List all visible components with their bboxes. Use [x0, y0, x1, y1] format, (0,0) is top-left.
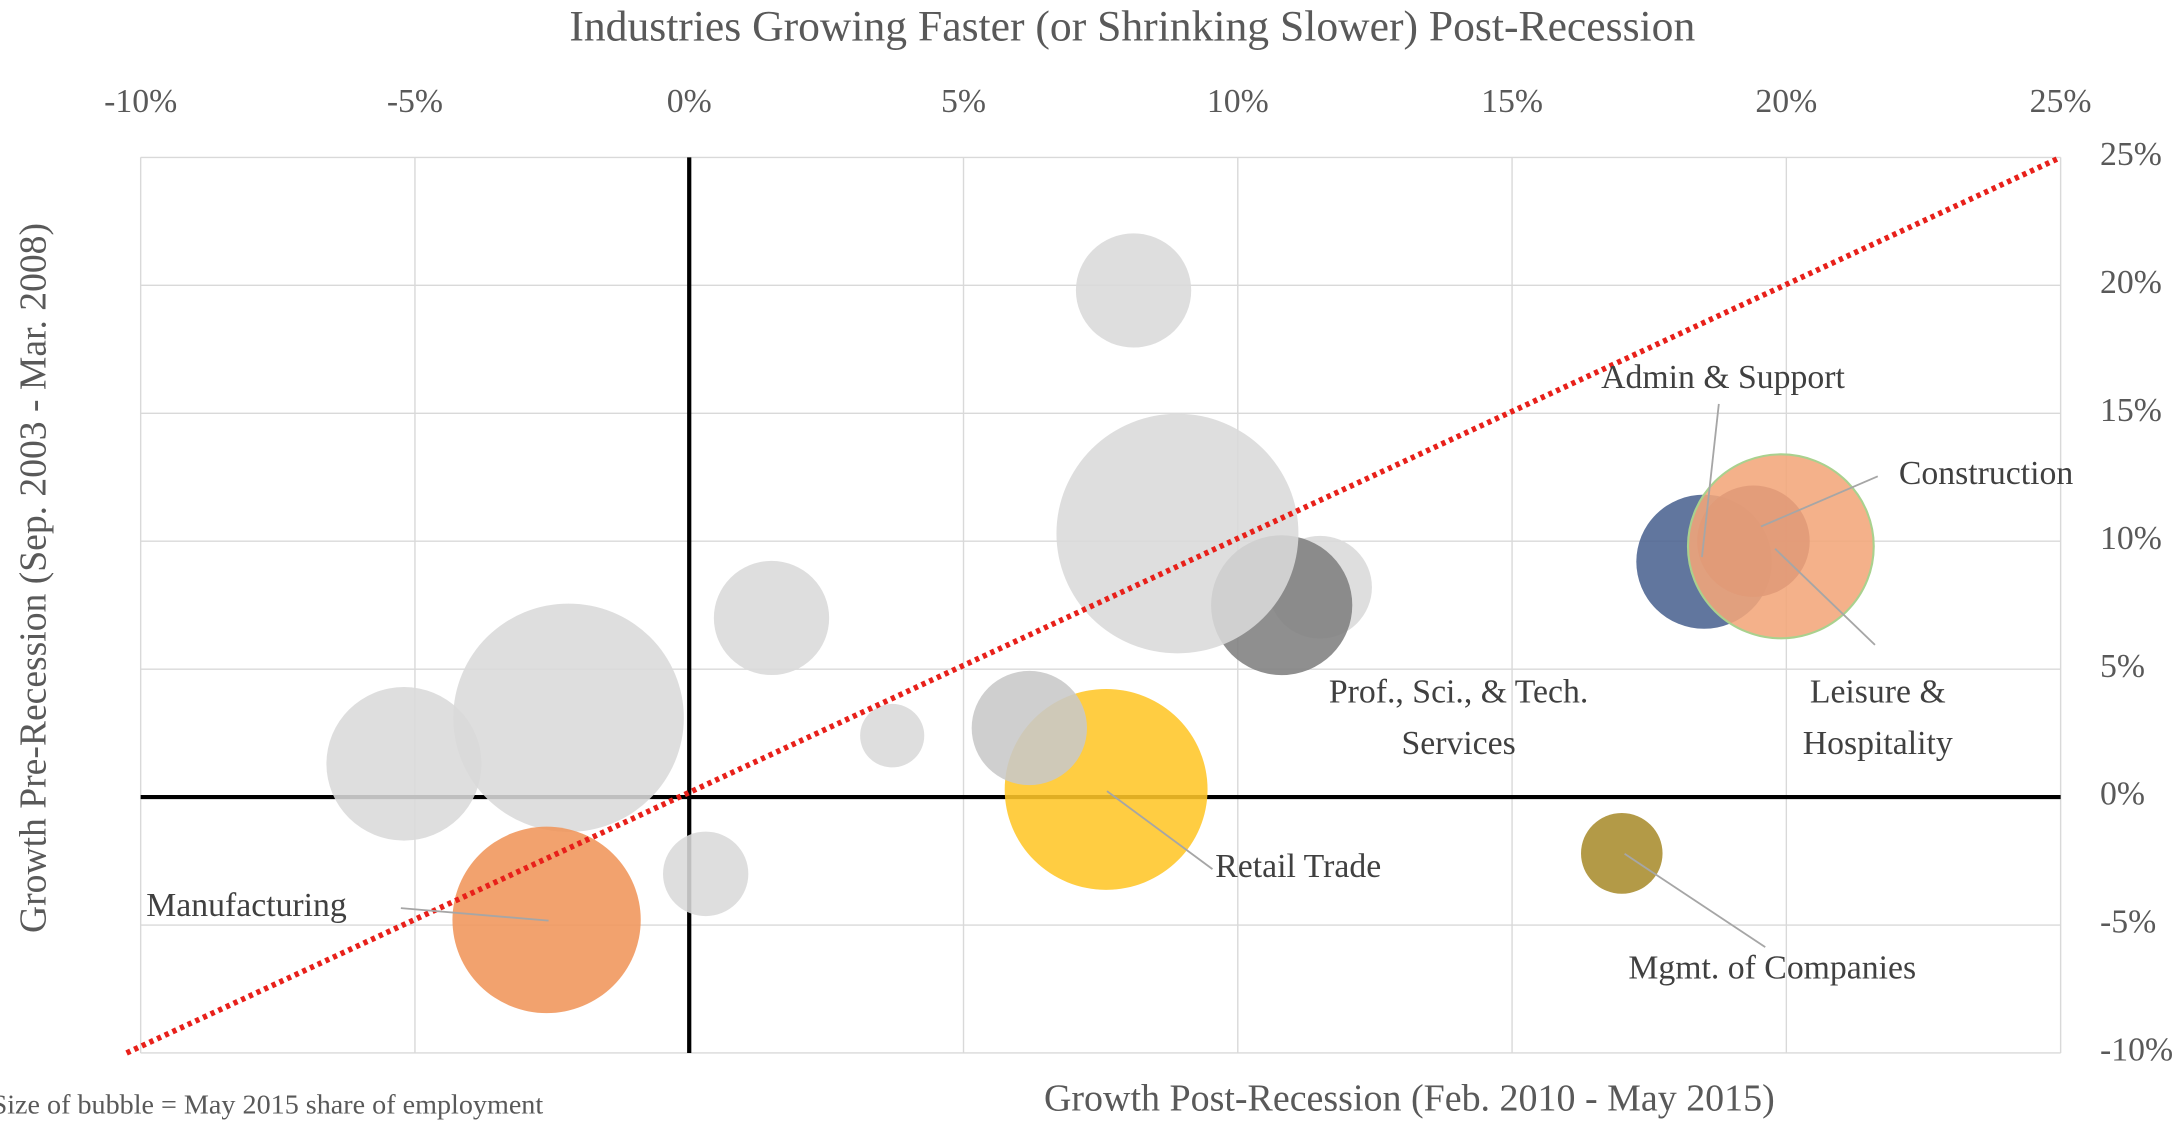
x-tick-label: 20% — [1755, 83, 1817, 120]
reference-line — [125, 154, 2062, 1056]
x-tick-label: -10% — [104, 83, 177, 120]
y-tick-label: 15% — [2100, 392, 2162, 429]
bubble — [713, 560, 830, 676]
y-tick-label: 5% — [2100, 648, 2145, 685]
y-tick-label: -10% — [2100, 1032, 2173, 1069]
leader-line — [1760, 475, 1879, 528]
leader-line — [1774, 548, 1876, 646]
bubble — [1056, 413, 1299, 654]
bubble — [1581, 813, 1663, 894]
bubble-label: Leisure & — [1810, 674, 1946, 711]
y-axis-label: Growth Pre-Recession (Sep. 2003 - Mar. 2… — [12, 223, 54, 933]
bubble — [1697, 485, 1810, 597]
leader-line — [1624, 853, 1766, 948]
bubble — [663, 831, 749, 917]
leader-line — [1106, 790, 1214, 870]
leader-line — [1701, 403, 1720, 558]
chart-title: Industries Growing Faster (or Shrinking … — [569, 3, 1695, 51]
y-tick-label: 10% — [2100, 520, 2162, 557]
bubble-label: Prof., Sci., & Tech. — [1329, 674, 1588, 711]
x-tick-label: 5% — [941, 83, 986, 120]
bubble-label: Retail Trade — [1215, 848, 1381, 885]
x-tick-label: 0% — [667, 83, 712, 120]
bubble-label: Admin & Support — [1601, 359, 1845, 396]
y-tick-label: -5% — [2100, 904, 2156, 941]
y-tick-label: 25% — [2100, 136, 2162, 173]
x-tick-label: -5% — [387, 83, 443, 120]
bubble — [1075, 233, 1192, 348]
bubble — [453, 603, 684, 832]
bubble — [860, 703, 925, 768]
leader-line — [400, 907, 549, 922]
bubble-label: Services — [1401, 725, 1515, 762]
bubble — [971, 670, 1087, 786]
bubble-label: Hospitality — [1803, 725, 1953, 762]
x-tick-label: 25% — [2030, 83, 2092, 120]
bubble — [326, 687, 482, 841]
footnote: Size of bubble = May 2015 share of emplo… — [0, 1090, 543, 1121]
y-tick-label: 0% — [2100, 776, 2145, 813]
y-tick-label: 20% — [2100, 264, 2162, 301]
x-axis-label: Growth Post-Recession (Feb. 2010 - May 2… — [1044, 1078, 1775, 1120]
bubble-label: Mgmt. of Companies — [1628, 950, 1916, 987]
bubble-label: Construction — [1899, 455, 2074, 492]
x-tick-label: 15% — [1481, 83, 1543, 120]
bubble-label: Manufacturing — [146, 887, 347, 924]
x-tick-label: 10% — [1207, 83, 1269, 120]
